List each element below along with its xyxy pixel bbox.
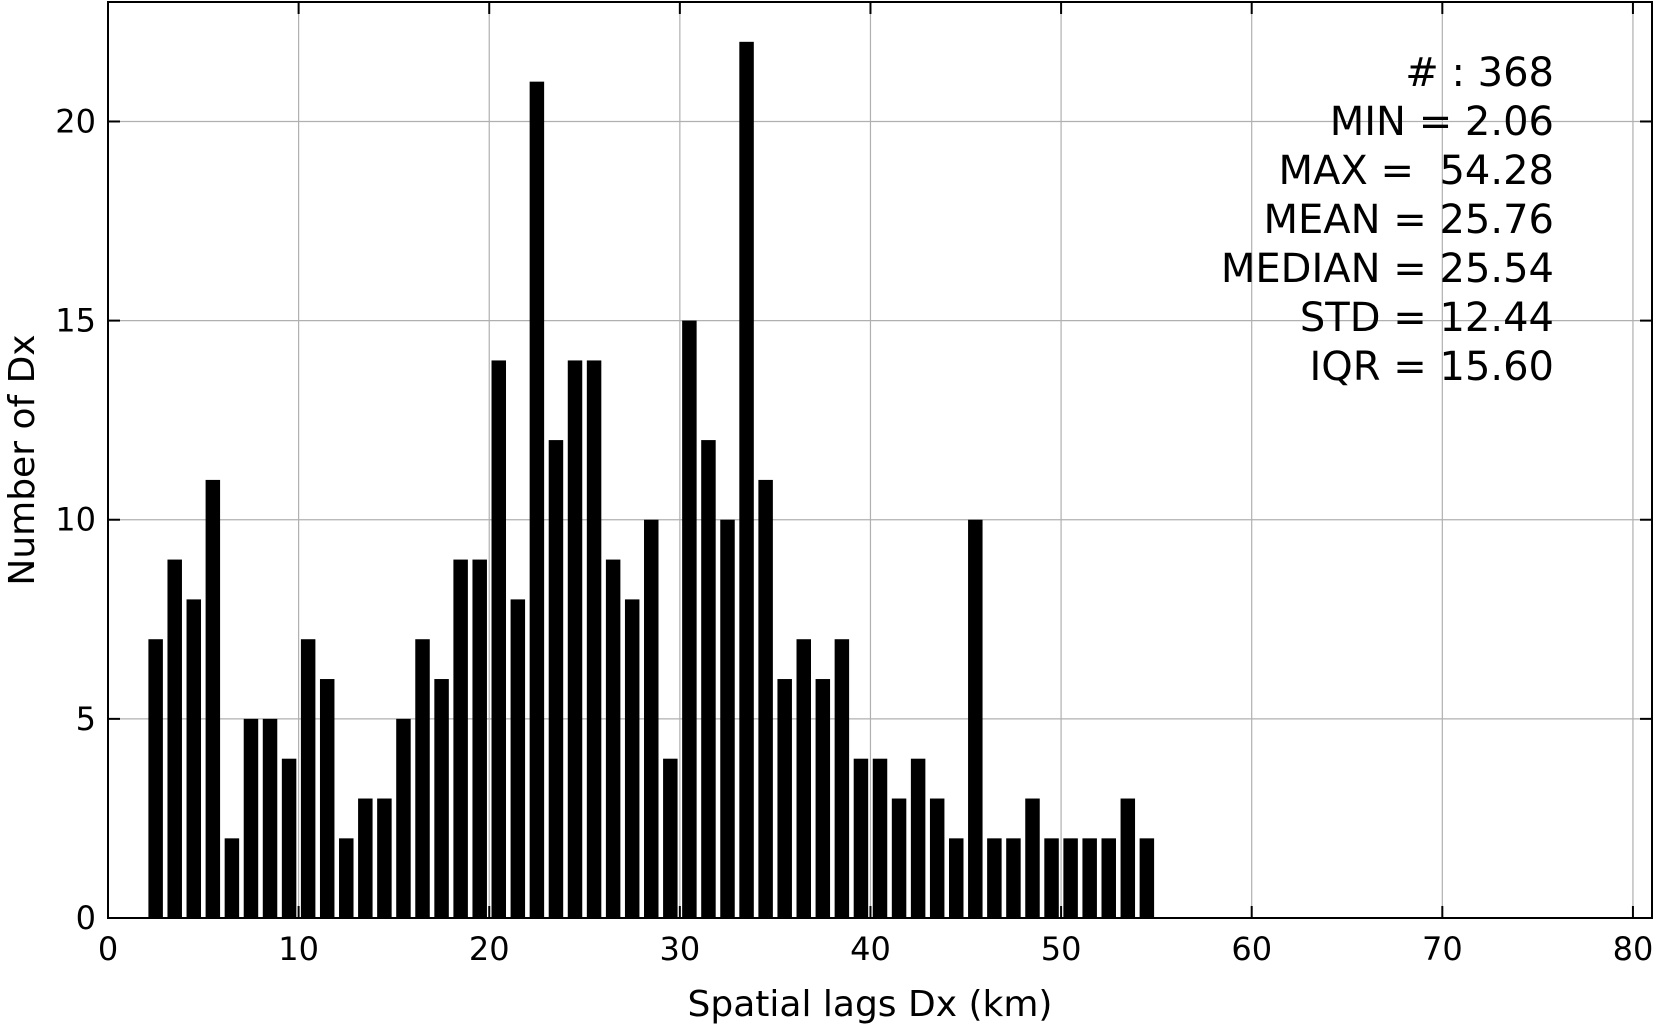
histogram-bar bbox=[491, 360, 507, 918]
y-tick-label: 10 bbox=[55, 501, 96, 539]
y-tick-label: 0 bbox=[76, 899, 96, 937]
y-axis-label: Number of Dx bbox=[2, 334, 43, 585]
histogram-bar bbox=[243, 718, 259, 918]
stats-median: MEDIAN = 25.54 bbox=[1221, 246, 1554, 292]
histogram-bar bbox=[319, 679, 335, 918]
histogram-bar bbox=[834, 639, 850, 918]
histogram-bar bbox=[758, 479, 773, 918]
y-tick-label: 20 bbox=[55, 102, 96, 140]
stats-iqr: IQR = 15.60 bbox=[1309, 344, 1554, 390]
stats-count: # : 368 bbox=[1405, 50, 1554, 96]
histogram-bar bbox=[872, 758, 888, 918]
histogram-bar bbox=[224, 838, 240, 918]
axis-ticks bbox=[107, 2, 1652, 919]
histogram-bar bbox=[624, 599, 640, 918]
x-tick-label: 50 bbox=[1041, 930, 1082, 968]
histogram-bar bbox=[815, 679, 831, 918]
stats-mean: MEAN = 25.76 bbox=[1263, 197, 1554, 243]
y-tick-label: 5 bbox=[76, 700, 96, 738]
histogram-bar bbox=[1006, 838, 1021, 918]
histogram-bar bbox=[1101, 838, 1116, 918]
histogram-bar bbox=[1063, 838, 1078, 918]
histogram-bar bbox=[663, 758, 678, 918]
histogram-bar bbox=[453, 559, 468, 918]
histogram-bar bbox=[739, 41, 754, 918]
stats-annotation: # : 368 MIN = 2.06 MAX = 54.28 MEAN = 25… bbox=[1221, 50, 1554, 390]
histogram-bar bbox=[148, 639, 163, 918]
x-tick-label: 60 bbox=[1231, 930, 1272, 968]
x-axis-label: Spatial lags Dx (km) bbox=[688, 984, 1053, 1025]
histogram-bar bbox=[1082, 838, 1097, 918]
stats-std: STD = 12.44 bbox=[1300, 295, 1554, 341]
histogram-bar bbox=[472, 559, 487, 918]
histogram-bar bbox=[186, 599, 202, 918]
histogram-bar bbox=[567, 360, 583, 918]
histogram-bar bbox=[929, 798, 945, 918]
histogram-bar bbox=[605, 559, 621, 918]
histogram-bar bbox=[548, 440, 564, 918]
histogram-bar bbox=[644, 519, 659, 918]
histogram-bar bbox=[415, 639, 430, 918]
histogram-bar bbox=[167, 559, 182, 918]
histogram-bar bbox=[968, 519, 983, 918]
histogram-bar bbox=[377, 798, 392, 918]
histogram-bar bbox=[1139, 838, 1155, 918]
histogram-bar bbox=[796, 639, 811, 918]
histogram-bar bbox=[281, 758, 297, 918]
histogram-bar bbox=[720, 519, 735, 918]
stats-min: MIN = 2.06 bbox=[1330, 99, 1554, 145]
histogram-bar bbox=[300, 639, 316, 918]
x-tick-label: 40 bbox=[850, 930, 891, 968]
histogram-bar bbox=[434, 679, 449, 918]
histogram-bar bbox=[1025, 798, 1040, 918]
y-tick-label: 15 bbox=[55, 302, 96, 340]
histogram-bars bbox=[148, 41, 1155, 919]
histogram-bar bbox=[682, 320, 697, 918]
grid-lines bbox=[108, 2, 1652, 918]
histogram-bar bbox=[777, 679, 792, 918]
histogram-bar bbox=[529, 81, 545, 919]
x-tick-label: 10 bbox=[278, 930, 319, 968]
x-tick-label: 20 bbox=[469, 930, 510, 968]
histogram-bar bbox=[396, 718, 411, 918]
histogram-bar bbox=[339, 838, 354, 918]
x-tick-label: 0 bbox=[98, 930, 118, 968]
x-tick-label: 80 bbox=[1613, 930, 1654, 968]
plot-frame bbox=[107, 1, 1653, 919]
histogram-bar bbox=[262, 718, 278, 918]
histogram-bar bbox=[586, 360, 602, 918]
histogram-bar bbox=[891, 798, 907, 918]
histogram-bar bbox=[1044, 838, 1059, 918]
stats-max: MAX = 54.28 bbox=[1279, 148, 1554, 194]
histogram-bar bbox=[1120, 798, 1136, 918]
histogram-bar bbox=[701, 440, 716, 918]
histogram-bar bbox=[987, 838, 1002, 918]
histogram-bar bbox=[910, 758, 926, 918]
x-tick-label: 70 bbox=[1422, 930, 1463, 968]
y-tick-labels: 0 5 10 15 20 bbox=[55, 102, 96, 937]
x-tick-label: 30 bbox=[659, 930, 700, 968]
histogram-bar bbox=[358, 798, 373, 918]
histogram-bar bbox=[205, 479, 221, 918]
histogram-bar bbox=[853, 758, 869, 918]
histogram-bar bbox=[949, 838, 964, 918]
histogram-bar bbox=[510, 599, 526, 918]
x-tick-labels: 0 10 20 30 40 50 60 70 80 bbox=[98, 930, 1653, 968]
